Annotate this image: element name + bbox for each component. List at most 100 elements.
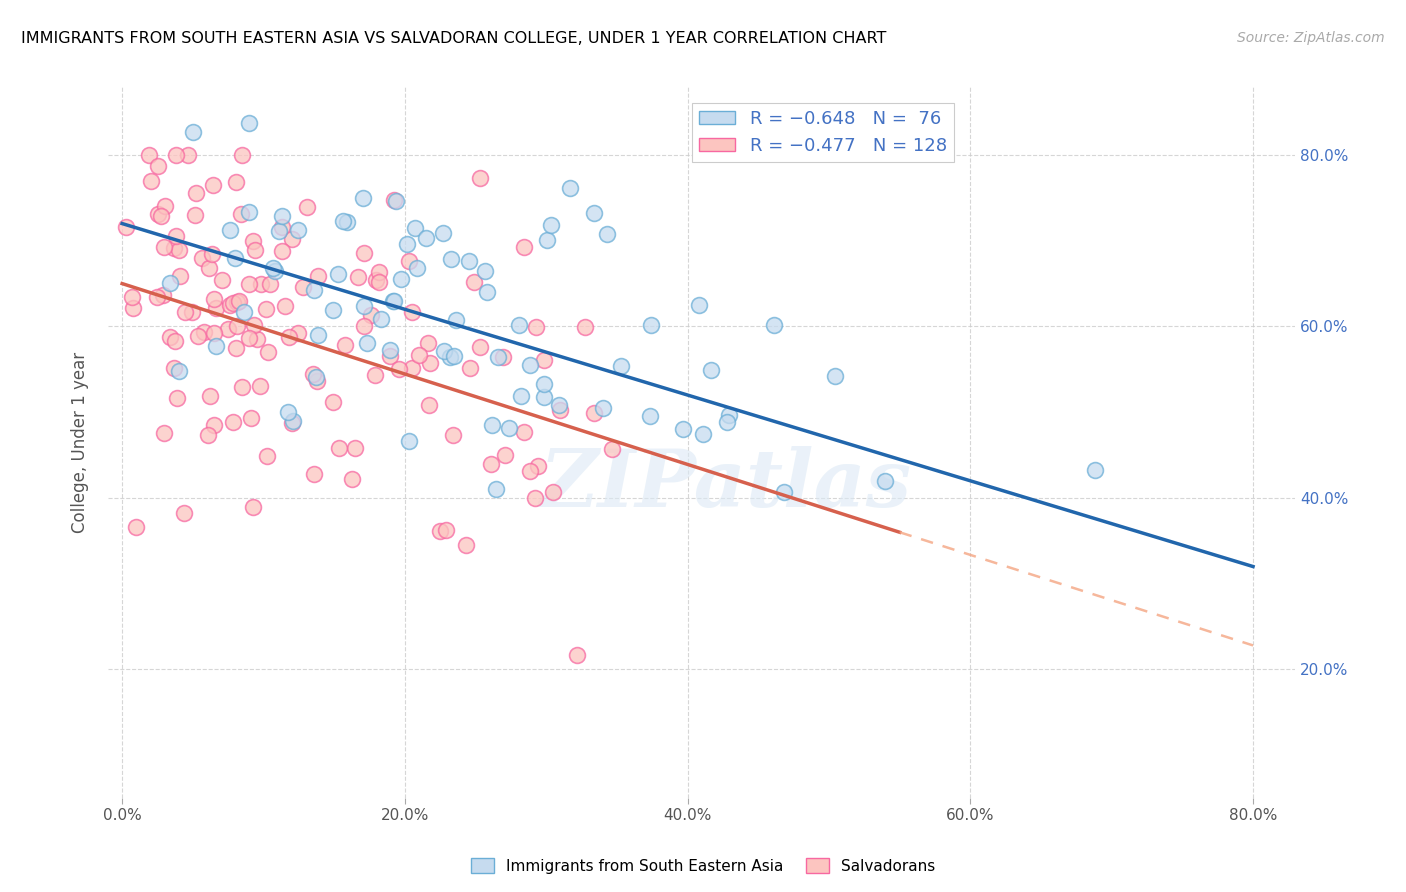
Point: [370, 312, 392, 326]
Point: [256, 449, 278, 463]
Point: [245, 243, 267, 257]
Point: [344, 441, 367, 455]
Point: [382, 294, 405, 309]
Point: [225, 341, 247, 355]
Legend: R = −0.648   N =  76, R = −0.477   N = 128: R = −0.648 N = 76, R = −0.477 N = 128: [692, 103, 953, 162]
Point: [222, 415, 245, 429]
Text: Source: ZipAtlas.com: Source: ZipAtlas.com: [1237, 31, 1385, 45]
Point: [454, 538, 477, 552]
Point: [347, 269, 370, 284]
Point: [401, 305, 423, 319]
Point: [270, 209, 292, 223]
Point: [582, 206, 605, 220]
Point: [281, 231, 304, 245]
Point: [205, 339, 228, 353]
Point: [302, 467, 325, 481]
Point: [307, 327, 329, 342]
Point: [263, 264, 285, 278]
Point: [440, 252, 463, 266]
Point: [340, 472, 363, 486]
Point: [173, 506, 195, 520]
Point: [307, 268, 329, 283]
Point: [492, 350, 515, 364]
Point: [475, 285, 498, 299]
Point: [115, 220, 138, 235]
Point: [524, 320, 547, 334]
Point: [565, 648, 588, 662]
Point: [198, 260, 221, 275]
Point: [122, 301, 145, 315]
Point: [1084, 463, 1107, 477]
Point: [163, 241, 186, 255]
Point: [177, 148, 200, 162]
Point: [180, 305, 202, 319]
Point: [202, 326, 225, 340]
Point: [380, 343, 402, 358]
Point: [873, 474, 896, 488]
Point: [166, 392, 188, 406]
Point: [242, 318, 264, 332]
Point: [267, 224, 290, 238]
Point: [527, 459, 550, 474]
Point: [301, 368, 323, 382]
Point: [395, 236, 418, 251]
Point: [242, 234, 264, 248]
Point: [640, 409, 662, 423]
Point: [382, 193, 405, 207]
Point: [439, 350, 461, 364]
Point: [328, 442, 350, 456]
Point: [592, 401, 614, 415]
Point: [463, 275, 485, 289]
Point: [468, 171, 491, 186]
Y-axis label: College, Under 1 year: College, Under 1 year: [72, 351, 89, 533]
Point: [291, 280, 314, 294]
Point: [246, 332, 269, 346]
Point: [384, 194, 406, 208]
Point: [481, 417, 503, 432]
Point: [699, 363, 721, 377]
Point: [238, 331, 260, 345]
Point: [231, 380, 253, 394]
Point: [165, 148, 187, 162]
Point: [146, 159, 169, 173]
Point: [389, 271, 412, 285]
Point: [415, 231, 437, 245]
Point: [295, 200, 318, 214]
Point: [159, 330, 181, 344]
Point: [364, 272, 387, 286]
Point: [304, 283, 326, 297]
Point: [219, 223, 242, 237]
Point: [202, 292, 225, 306]
Point: [211, 273, 233, 287]
Point: [205, 301, 228, 315]
Point: [274, 299, 297, 313]
Point: [672, 422, 695, 436]
Point: [688, 298, 710, 312]
Point: [596, 227, 619, 241]
Point: [197, 428, 219, 442]
Point: [270, 244, 292, 258]
Point: [536, 233, 558, 247]
Point: [460, 361, 482, 376]
Point: [352, 190, 374, 204]
Point: [153, 425, 176, 440]
Point: [242, 500, 264, 515]
Point: [225, 294, 247, 309]
Point: [401, 361, 423, 376]
Point: [583, 406, 606, 420]
Point: [153, 199, 176, 213]
Point: [600, 442, 623, 457]
Point: [640, 318, 662, 333]
Point: [547, 398, 569, 412]
Point: [202, 418, 225, 433]
Point: [287, 223, 309, 237]
Point: [368, 265, 391, 279]
Point: [436, 523, 458, 537]
Point: [443, 349, 465, 363]
Point: [186, 186, 208, 200]
Point: [429, 524, 451, 539]
Point: [165, 229, 187, 244]
Point: [181, 125, 204, 139]
Point: [404, 220, 426, 235]
Point: [540, 218, 562, 232]
